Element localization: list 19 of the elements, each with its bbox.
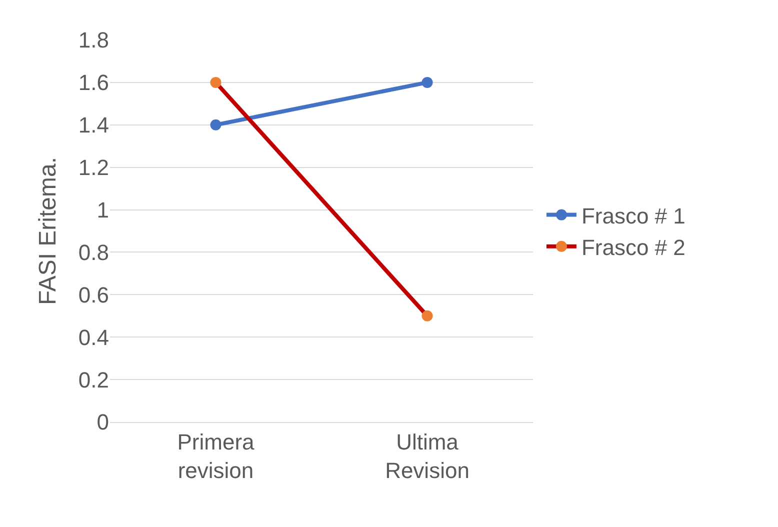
- y-axis-title: FASI Eritema.: [34, 156, 62, 306]
- legend-label: Frasco # 1: [581, 203, 686, 228]
- point: [422, 76, 433, 88]
- y-tick-label: 1: [96, 197, 109, 222]
- y-tick-label: 1.8: [78, 28, 109, 53]
- y-tick-label: 0.8: [78, 240, 109, 265]
- point: [210, 76, 222, 88]
- legend-label: Frasco # 2: [581, 234, 686, 260]
- x-tick-label: Primera revision: [177, 429, 256, 483]
- point: [210, 119, 222, 130]
- x-tick-label: Ultima Revision: [385, 429, 470, 483]
- point: [422, 310, 433, 322]
- y-tick-label: 0.2: [78, 367, 109, 392]
- y-tick-label: 0.6: [78, 282, 109, 308]
- y-tick-label: 1.4: [78, 112, 109, 138]
- y-tick-label: 0: [96, 410, 109, 435]
- y-tick-label: 1.6: [78, 70, 109, 96]
- y-tick-label: 0.4: [78, 324, 109, 350]
- y-tick-label: 1.2: [78, 155, 109, 180]
